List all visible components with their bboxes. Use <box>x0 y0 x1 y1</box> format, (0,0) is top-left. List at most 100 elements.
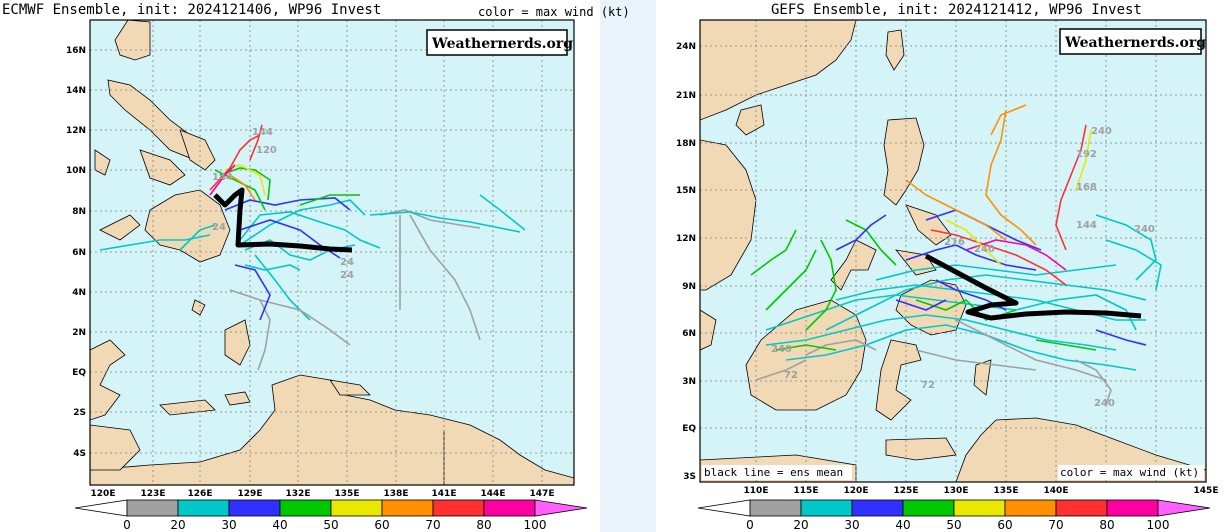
svg-text:123E: 123E <box>141 489 166 499</box>
gefs-ocean <box>700 20 1206 482</box>
svg-text:168: 168 <box>1076 182 1097 193</box>
svg-text:120E: 120E <box>91 489 116 499</box>
svg-text:4S: 4S <box>73 449 86 459</box>
svg-text:216: 216 <box>944 237 965 248</box>
ecmwf-mean-track <box>213 187 353 253</box>
gefs-mean-note: black line = ens mean <box>704 466 843 479</box>
gefs-hour-labels: 240 192 168 144 240 216 240 72 240 72 24… <box>771 126 1155 409</box>
svg-text:30: 30 <box>844 518 859 532</box>
svg-text:20: 20 <box>170 518 185 532</box>
gefs-lon-labels: 110E 115E 120E 125E 130E 135E 140E 145E <box>744 486 1219 496</box>
svg-text:12N: 12N <box>676 234 696 244</box>
ecmwf-hour-labels: 144 120 144 24 24 24 <box>212 127 354 281</box>
ecmwf-color-note: color = max wind (kt) <box>478 5 630 19</box>
gefs-colorbar: 0 20 30 40 50 60 70 80 100 <box>697 499 1211 532</box>
svg-text:50: 50 <box>323 518 338 532</box>
svg-text:100: 100 <box>1147 518 1170 532</box>
svg-text:30: 30 <box>221 518 236 532</box>
svg-text:135E: 135E <box>335 489 360 499</box>
svg-text:40: 40 <box>272 518 287 532</box>
svg-text:141E: 141E <box>432 489 457 499</box>
ecmwf-member-tracks <box>99 124 526 371</box>
svg-text:144: 144 <box>252 127 273 138</box>
svg-text:14N: 14N <box>66 86 86 96</box>
svg-text:115E: 115E <box>794 486 819 496</box>
ecmwf-lat-labels: 16N 14N 12N 10N 8N 6N 4N 2N EQ 2S 4S <box>66 46 86 459</box>
gefs-title: GEFS Ensemble, init: 2024121412, WP96 In… <box>771 2 1142 18</box>
svg-text:240: 240 <box>771 344 792 355</box>
svg-text:70: 70 <box>1048 518 1063 532</box>
svg-text:132E: 132E <box>286 489 311 499</box>
svg-text:40: 40 <box>895 518 910 532</box>
ecmwf-colorbar: 0 20 30 40 50 60 70 80 100 <box>74 499 588 532</box>
ecmwf-map: 144 120 144 24 24 24 Weathernerds.org 16… <box>66 19 588 532</box>
svg-text:15N: 15N <box>676 186 696 196</box>
ecmwf-panel: ECMWF Ensemble, init: 2024121406, WP96 I… <box>0 0 630 532</box>
gefs-lat-labels: 24N 21N 18N 15N 12N 9N 6N 3N EQ 3S <box>676 42 696 482</box>
gefs-panel: GEFS Ensemble, init: 2024121412, WP96 In… <box>656 0 1231 532</box>
svg-text:2N: 2N <box>72 328 86 338</box>
svg-text:140E: 140E <box>1044 486 1069 496</box>
svg-text:125E: 125E <box>894 486 919 496</box>
svg-text:72: 72 <box>921 380 935 391</box>
gefs-mean-track <box>924 253 1142 321</box>
svg-text:144E: 144E <box>481 489 506 499</box>
svg-text:147E: 147E <box>530 489 555 499</box>
svg-text:120: 120 <box>256 145 277 156</box>
svg-text:24: 24 <box>340 257 354 268</box>
svg-text:240: 240 <box>1091 126 1112 137</box>
svg-text:80: 80 <box>476 518 491 532</box>
svg-text:70: 70 <box>425 518 440 532</box>
svg-text:192: 192 <box>1076 149 1097 160</box>
svg-text:24N: 24N <box>676 42 696 52</box>
svg-text:8N: 8N <box>72 207 86 217</box>
gefs-badge-box <box>1059 28 1202 55</box>
svg-text:16N: 16N <box>66 46 86 56</box>
svg-text:129E: 129E <box>238 489 263 499</box>
svg-text:6N: 6N <box>72 248 86 258</box>
svg-text:130E: 130E <box>944 486 969 496</box>
svg-text:0: 0 <box>123 518 131 532</box>
ecmwf-title: ECMWF Ensemble, init: 2024121406, WP96 I… <box>2 2 382 18</box>
svg-text:126E: 126E <box>188 489 213 499</box>
svg-text:110E: 110E <box>744 486 769 496</box>
svg-text:0: 0 <box>746 518 754 532</box>
ecmwf-badge: Weathernerds.org <box>431 36 573 52</box>
gefs-map: 240 192 168 144 240 216 240 72 240 72 24… <box>676 19 1219 532</box>
svg-text:EQ: EQ <box>72 368 86 378</box>
svg-text:18N: 18N <box>676 139 696 149</box>
svg-text:240: 240 <box>1134 224 1155 235</box>
svg-text:9N: 9N <box>682 282 696 292</box>
svg-text:21N: 21N <box>676 91 696 101</box>
ecmwf-badge-box <box>426 29 568 56</box>
svg-text:240: 240 <box>974 244 995 255</box>
svg-text:50: 50 <box>946 518 961 532</box>
svg-text:240: 240 <box>1094 398 1115 409</box>
svg-text:120E: 120E <box>844 486 869 496</box>
svg-text:3N: 3N <box>682 377 696 387</box>
gefs-member-tracks <box>750 104 1162 406</box>
svg-text:3S: 3S <box>683 472 696 482</box>
svg-text:100: 100 <box>524 518 547 532</box>
svg-text:144: 144 <box>1076 220 1097 231</box>
svg-text:2S: 2S <box>73 408 86 418</box>
svg-text:60: 60 <box>997 518 1012 532</box>
svg-text:72: 72 <box>784 370 798 381</box>
svg-text:24: 24 <box>212 222 226 233</box>
svg-text:6N: 6N <box>682 329 696 339</box>
svg-text:24: 24 <box>340 270 354 281</box>
svg-text:10N: 10N <box>66 166 86 176</box>
svg-text:4N: 4N <box>72 288 86 298</box>
svg-text:144: 144 <box>212 172 233 183</box>
svg-text:12N: 12N <box>66 126 86 136</box>
ecmwf-land <box>90 20 574 485</box>
svg-text:20: 20 <box>793 518 808 532</box>
svg-text:138E: 138E <box>384 489 409 499</box>
svg-text:145E: 145E <box>1194 486 1219 496</box>
svg-text:80: 80 <box>1099 518 1114 532</box>
svg-text:60: 60 <box>374 518 389 532</box>
svg-text:135E: 135E <box>994 486 1019 496</box>
ecmwf-lon-labels: 120E 123E 126E 129E 132E 135E 138E 141E … <box>91 489 555 499</box>
svg-text:EQ: EQ <box>682 424 696 434</box>
gefs-color-note: color = max wind (kt) <box>1060 466 1199 479</box>
